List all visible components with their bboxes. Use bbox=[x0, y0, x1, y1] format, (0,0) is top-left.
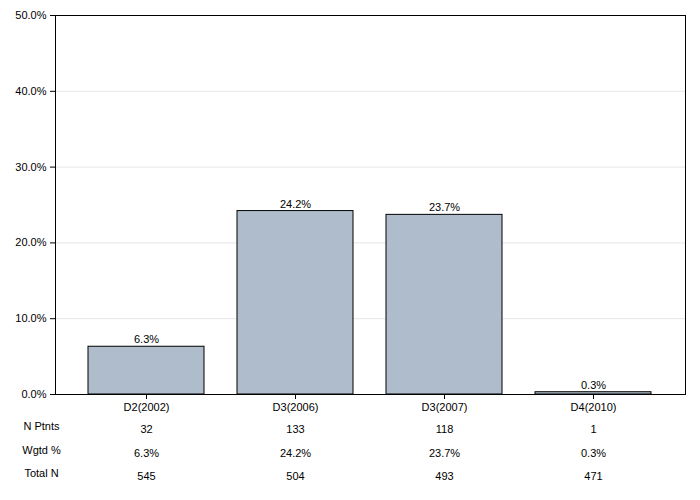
svg-text:545: 545 bbox=[137, 470, 155, 482]
svg-text:23.7%: 23.7% bbox=[429, 447, 460, 459]
svg-text:23.7%: 23.7% bbox=[429, 201, 460, 213]
svg-text:0.3%: 0.3% bbox=[581, 379, 606, 391]
svg-text:D4(2010): D4(2010) bbox=[571, 401, 617, 413]
svg-text:24.2%: 24.2% bbox=[280, 447, 311, 459]
svg-text:40.0%: 40.0% bbox=[15, 85, 46, 97]
svg-text:Wgtd %: Wgtd % bbox=[22, 444, 61, 456]
svg-text:493: 493 bbox=[435, 470, 453, 482]
svg-text:471: 471 bbox=[584, 470, 602, 482]
svg-text:30.0%: 30.0% bbox=[15, 161, 46, 173]
svg-text:1: 1 bbox=[590, 423, 596, 435]
svg-text:6.3%: 6.3% bbox=[134, 333, 159, 345]
svg-text:D3(2007): D3(2007) bbox=[422, 401, 468, 413]
svg-text:Total N: Total N bbox=[24, 467, 58, 479]
svg-text:32: 32 bbox=[140, 423, 152, 435]
svg-text:6.3%: 6.3% bbox=[134, 447, 159, 459]
svg-text:N Ptnts: N Ptnts bbox=[23, 420, 60, 432]
svg-text:50.0%: 50.0% bbox=[15, 9, 46, 21]
svg-text:0.0%: 0.0% bbox=[21, 388, 46, 400]
svg-text:118: 118 bbox=[436, 423, 454, 435]
svg-text:504: 504 bbox=[286, 470, 304, 482]
svg-text:D2(2002): D2(2002) bbox=[124, 401, 170, 413]
svg-text:20.0%: 20.0% bbox=[15, 236, 46, 248]
svg-text:133: 133 bbox=[286, 423, 304, 435]
svg-text:10.0%: 10.0% bbox=[15, 312, 46, 324]
svg-text:24.2%: 24.2% bbox=[280, 198, 311, 210]
svg-text:D3(2006): D3(2006) bbox=[273, 401, 319, 413]
svg-text:0.3%: 0.3% bbox=[581, 447, 606, 459]
